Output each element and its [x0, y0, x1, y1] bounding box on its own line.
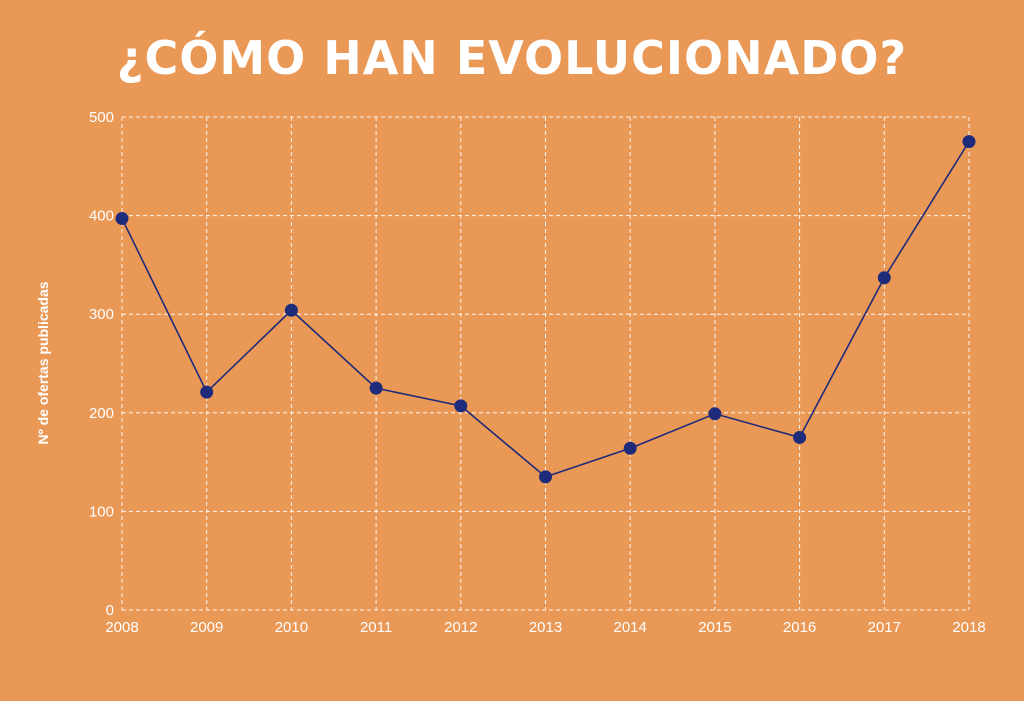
x-tick-label: 2008: [105, 619, 138, 636]
data-point: [284, 303, 298, 317]
y-tick-label: 100: [89, 503, 114, 520]
x-tick-label: 2015: [698, 619, 731, 636]
y-tick-label: 400: [89, 208, 114, 225]
x-tick-label: 2016: [783, 619, 816, 636]
data-point: [962, 135, 976, 149]
data-point: [623, 441, 637, 455]
y-tick-label: 500: [89, 109, 114, 126]
chart-title: ¿CÓMO HAN EVOLUCIONADO?: [116, 31, 908, 85]
data-point: [200, 385, 214, 399]
data-point: [369, 381, 383, 395]
y-tick-label: 200: [89, 405, 114, 422]
y-tick-label: 300: [89, 306, 114, 323]
y-tick-label: 0: [106, 602, 114, 619]
x-tick-label: 2009: [190, 619, 223, 636]
x-tick-label: 2012: [444, 619, 477, 636]
data-point: [793, 430, 807, 444]
data-points: [115, 135, 976, 484]
data-point: [539, 470, 552, 484]
x-tick-label: 2013: [529, 619, 562, 636]
data-point: [454, 399, 468, 413]
data-point: [115, 212, 129, 226]
x-tick-label: 2010: [275, 619, 308, 636]
x-tick-label: 2014: [614, 619, 647, 636]
x-tick-label: 2018: [952, 619, 985, 636]
y-axis-title: Nº de ofertas publicadas: [35, 281, 51, 444]
x-tick-label: 2011: [360, 619, 392, 636]
grid: [121, 116, 970, 611]
data-point: [877, 271, 891, 285]
axes: 0 100 200 300 400 500 2008 2009 2010 2011 2012 2013…: [89, 109, 986, 636]
data-point: [708, 407, 722, 421]
x-tick-label: 2017: [868, 619, 901, 636]
